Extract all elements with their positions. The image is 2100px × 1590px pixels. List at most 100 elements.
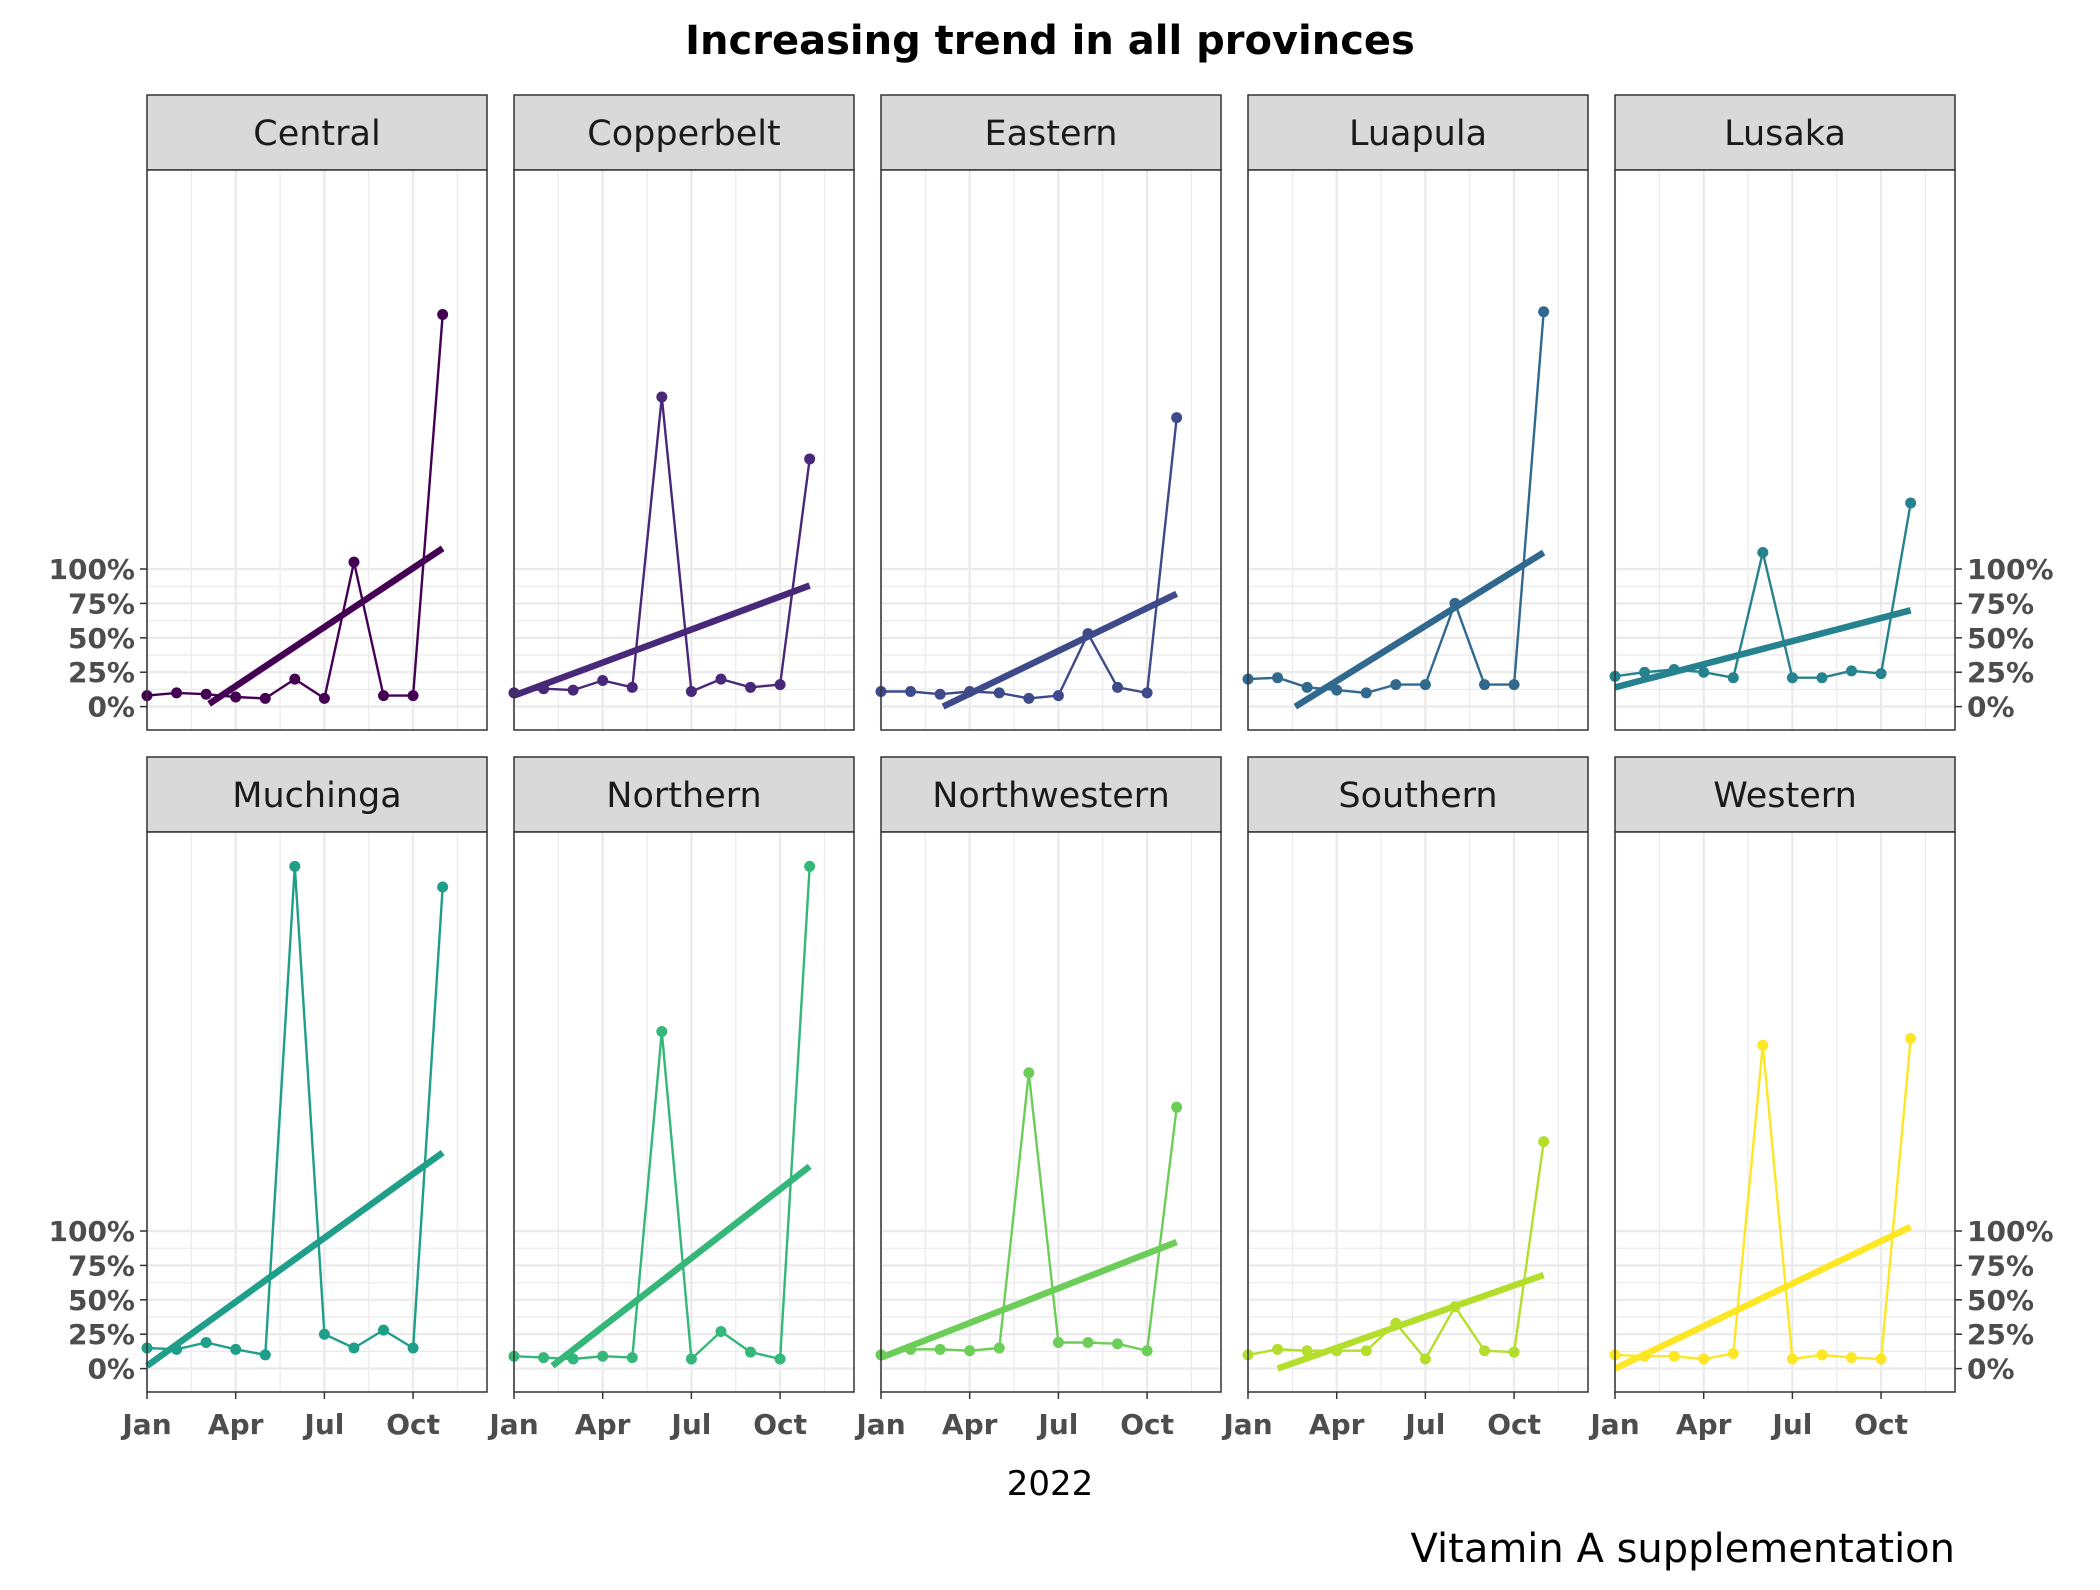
panel-northern: Northern Jan Apr Jul Oct	[487, 756, 855, 1441]
data-point-muchinga-apr	[230, 1343, 242, 1355]
trend-line-muchinga	[145, 1149, 445, 1369]
strip-copperbelt	[513, 94, 855, 171]
data-point-northern-sep	[745, 1346, 757, 1358]
data-point-southern-sep	[1479, 1345, 1491, 1357]
trend-line-western	[1613, 1223, 1913, 1372]
data-point-eastern-feb	[905, 685, 917, 697]
panel-lusaka: Lusaka 0%25%50%75%100%	[1609, 94, 2054, 731]
panel-border	[1614, 831, 1956, 1393]
y-tick-label: 50%	[68, 622, 135, 655]
data-point-northwestern-nov	[1171, 1101, 1183, 1113]
data-point-copperbelt-oct	[774, 679, 786, 691]
data-point-southern-oct	[1508, 1346, 1520, 1358]
data-point-central-aug	[348, 556, 360, 568]
trend-line-northern	[550, 1163, 812, 1369]
data-point-muchinga-jun	[289, 860, 301, 872]
x-axis-title: 2022	[1007, 1464, 1094, 1504]
data-point-eastern-jul	[1052, 690, 1064, 702]
x-tick-label: Apr	[1309, 1408, 1365, 1441]
y-tick-label: 50%	[68, 1284, 135, 1317]
data-point-copperbelt-aug	[715, 673, 727, 685]
data-point-muchinga-mar	[200, 1336, 212, 1348]
panel-northwestern: Northwestern Jan Apr Jul Oct	[854, 756, 1222, 1441]
strip-label-northern: Northern	[606, 776, 761, 816]
x-tick-label: Jan	[1221, 1408, 1272, 1441]
strip-label-luapula: Luapula	[1349, 114, 1487, 154]
data-point-western-sep	[1846, 1352, 1858, 1364]
data-point-northern-jul	[685, 1353, 697, 1365]
strip-label-northwestern: Northwestern	[932, 776, 1170, 816]
y-tick-label: 50%	[1967, 1284, 2034, 1317]
y-tick-label: 25%	[1967, 1318, 2034, 1351]
data-point-southern-mar	[1301, 1345, 1313, 1357]
panel-border	[880, 831, 1222, 1393]
data-point-northwestern-jul	[1052, 1336, 1064, 1348]
data-point-northwestern-mar	[934, 1343, 946, 1355]
data-point-eastern-nov	[1171, 412, 1183, 424]
data-point-copperbelt-nov	[804, 453, 816, 465]
data-point-central-nov	[437, 308, 449, 320]
panel-background	[1248, 170, 1588, 730]
data-point-northern-may	[626, 1352, 638, 1364]
panel-background	[514, 832, 854, 1392]
data-point-northwestern-sep	[1112, 1338, 1124, 1350]
y-tick-label: 0%	[1967, 1353, 2015, 1386]
data-point-luapula-oct	[1508, 679, 1520, 691]
panel-eastern: Eastern	[875, 94, 1222, 731]
trend-line-central	[207, 545, 445, 707]
y-tick-label: 100%	[1967, 1215, 2054, 1248]
data-point-lusaka-oct	[1875, 668, 1887, 680]
panel-background	[147, 832, 487, 1392]
data-point-western-oct	[1875, 1353, 1887, 1365]
data-point-lusaka-may	[1727, 672, 1739, 684]
data-point-copperbelt-jul	[685, 685, 697, 697]
panel-border	[146, 831, 488, 1393]
chart-title: Increasing trend in all provinces	[685, 18, 1415, 64]
data-point-luapula-apr	[1331, 684, 1343, 696]
chart-caption: Vitamin A supplementation	[1411, 1526, 1955, 1572]
panel-central: Central 0%25%50%75%100%	[48, 94, 488, 731]
y-tick-label: 50%	[1967, 622, 2034, 655]
strip-southern	[1247, 756, 1589, 833]
x-tick-label: Jul	[302, 1408, 344, 1441]
data-point-muchinga-may	[259, 1349, 271, 1361]
data-point-northwestern-jun	[1023, 1067, 1035, 1079]
data-point-luapula-jul	[1419, 679, 1431, 691]
panel-southern: Southern Jan Apr Jul Oct	[1221, 756, 1589, 1441]
data-point-luapula-sep	[1479, 679, 1491, 691]
data-point-southern-feb	[1272, 1343, 1284, 1355]
data-point-southern-nov	[1538, 1136, 1550, 1148]
data-point-luapula-jun	[1390, 679, 1402, 691]
data-point-central-may	[259, 692, 271, 704]
data-point-muchinga-aug	[348, 1342, 360, 1354]
panel-background	[147, 170, 487, 730]
x-tick-label: Jan	[120, 1408, 171, 1441]
trend-line-luapula	[1293, 549, 1546, 710]
data-point-central-apr	[230, 691, 242, 703]
data-point-muchinga-sep	[378, 1324, 390, 1336]
strip-northern	[513, 756, 855, 833]
data-point-lusaka-sep	[1846, 665, 1858, 677]
panel-border	[513, 831, 855, 1393]
data-point-northwestern-may	[993, 1342, 1005, 1354]
x-tick-label: Oct	[1120, 1408, 1174, 1441]
data-point-luapula-nov	[1538, 306, 1550, 318]
x-tick-label: Jul	[1770, 1408, 1812, 1441]
trend-line-northwestern	[879, 1238, 1178, 1361]
data-point-northern-aug	[715, 1325, 727, 1337]
x-tick-label: Jan	[854, 1408, 905, 1441]
panel-background	[514, 170, 854, 730]
x-tick-label: Jul	[669, 1408, 711, 1441]
x-tick-label: Jan	[1588, 1408, 1639, 1441]
strip-label-southern: Southern	[1338, 776, 1497, 816]
data-point-luapula-feb	[1272, 672, 1284, 684]
data-point-northern-feb	[538, 1352, 550, 1364]
x-tick-label: Oct	[1854, 1408, 1908, 1441]
data-point-southern-may	[1360, 1345, 1372, 1357]
strip-label-copperbelt: Copperbelt	[587, 114, 780, 154]
trend-line-eastern	[941, 590, 1179, 710]
data-point-western-may	[1727, 1347, 1739, 1359]
y-tick-label: 0%	[87, 691, 135, 724]
data-point-northern-jun	[656, 1026, 668, 1038]
